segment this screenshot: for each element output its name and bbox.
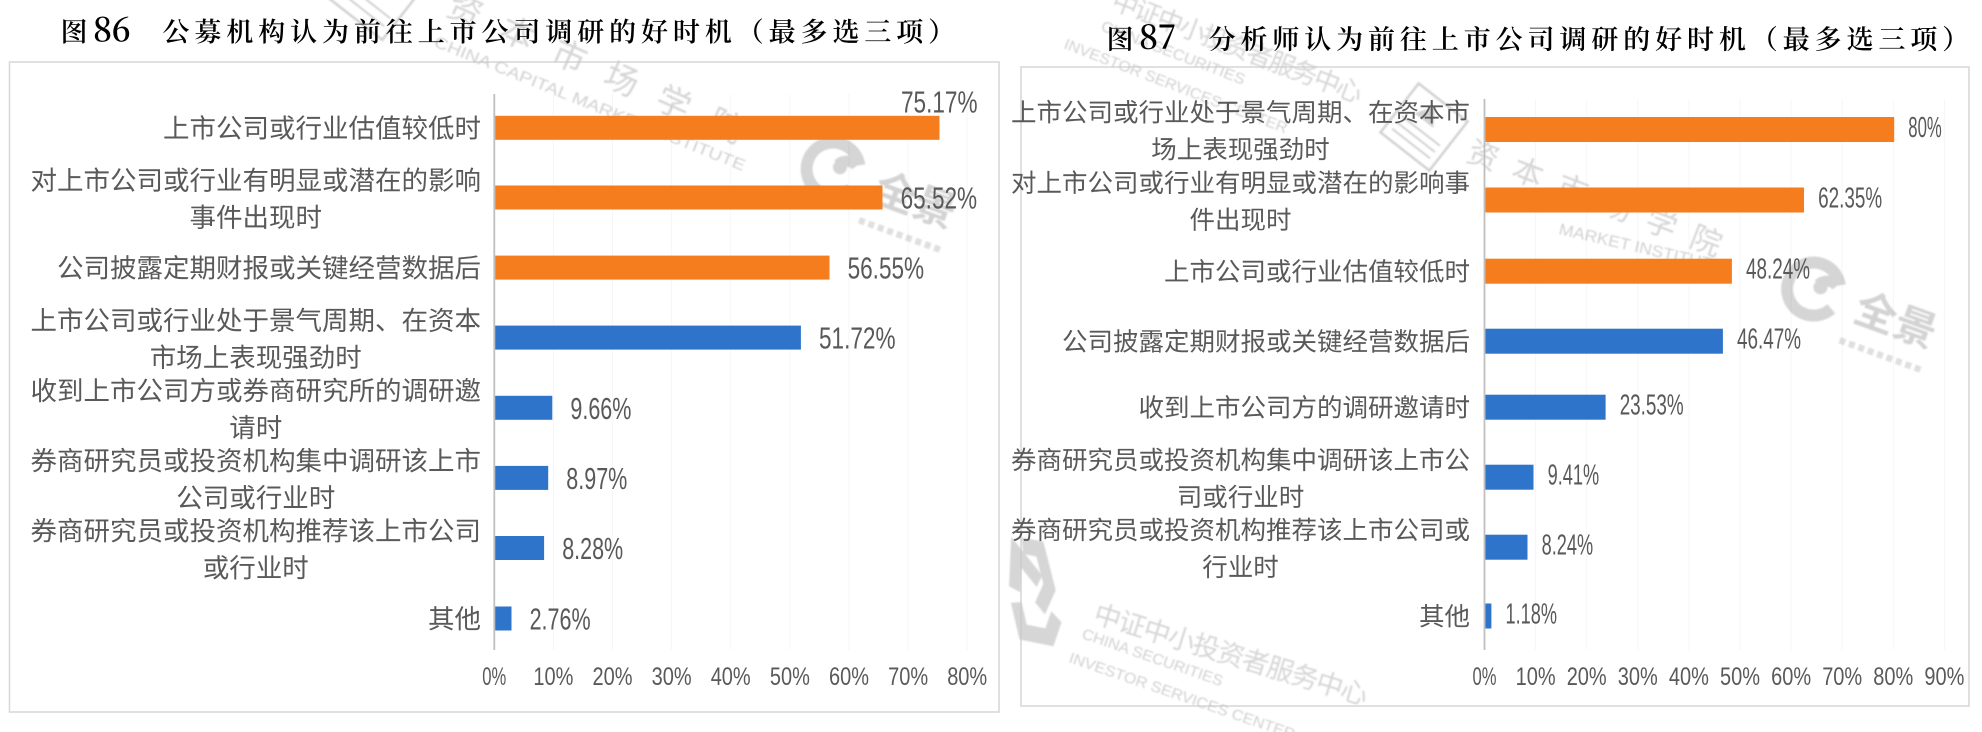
svg-text:0%: 0% <box>482 663 506 691</box>
svg-text:10%: 10% <box>1516 663 1556 691</box>
svg-text:20%: 20% <box>593 663 633 691</box>
svg-text:70%: 70% <box>888 663 928 691</box>
svg-text:51.72%: 51.72% <box>819 321 896 356</box>
svg-text:1.18%: 1.18% <box>1506 599 1558 631</box>
svg-text:60%: 60% <box>1771 663 1811 691</box>
svg-text:70%: 70% <box>1822 663 1862 691</box>
svg-text:8.24%: 8.24% <box>1542 530 1594 562</box>
svg-text:65.52%: 65.52% <box>901 181 978 216</box>
svg-text:80%: 80% <box>1873 663 1913 691</box>
svg-text:50%: 50% <box>1720 663 1760 691</box>
svg-text:80%: 80% <box>1908 112 1942 144</box>
svg-text:8.28%: 8.28% <box>562 531 623 566</box>
svg-text:48.24%: 48.24% <box>1746 254 1810 286</box>
svg-text:46.47%: 46.47% <box>1737 324 1801 356</box>
svg-text:30%: 30% <box>1618 663 1658 691</box>
svg-text:60%: 60% <box>829 663 869 691</box>
svg-text:2.76%: 2.76% <box>530 602 591 637</box>
svg-text:8.97%: 8.97% <box>566 461 627 496</box>
svg-text:40%: 40% <box>711 663 751 691</box>
svg-text:62.35%: 62.35% <box>1818 183 1882 215</box>
svg-text:30%: 30% <box>652 663 692 691</box>
svg-text:56.55%: 56.55% <box>848 251 925 286</box>
svg-text:10%: 10% <box>533 663 573 691</box>
svg-text:20%: 20% <box>1567 663 1607 691</box>
svg-text:9.41%: 9.41% <box>1548 460 1600 492</box>
svg-text:80%: 80% <box>947 663 987 691</box>
svg-text:23.53%: 23.53% <box>1620 390 1684 422</box>
svg-text:75.17%: 75.17% <box>901 85 978 120</box>
svg-text:50%: 50% <box>770 663 810 691</box>
svg-text:9.66%: 9.66% <box>570 391 631 426</box>
svg-text:40%: 40% <box>1669 663 1709 691</box>
svg-text:90%: 90% <box>1924 663 1964 691</box>
svg-text:0%: 0% <box>1473 663 1497 691</box>
